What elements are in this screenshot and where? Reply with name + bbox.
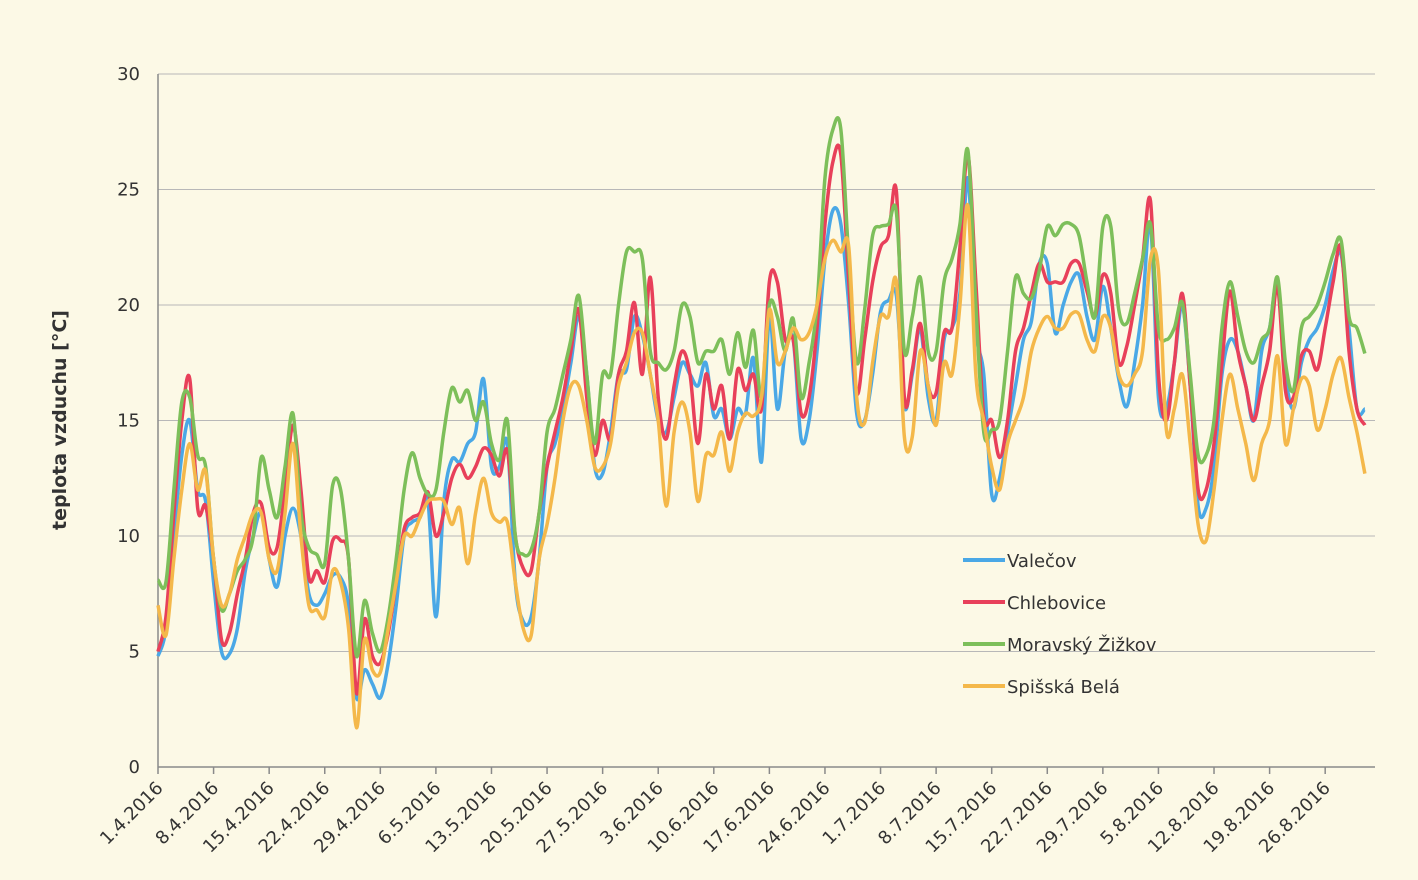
legend-label: Chlebovice — [1007, 593, 1106, 614]
legend-label: Valečov — [1007, 551, 1077, 572]
y-tick-label: 0 — [129, 757, 140, 778]
legend-label: Spišská Belá — [1007, 677, 1120, 698]
y-tick-label: 30 — [117, 64, 140, 85]
y-tick-label: 15 — [117, 411, 140, 432]
y-tick-label: 25 — [117, 180, 140, 201]
y-tick-label: 10 — [117, 526, 140, 547]
series-line — [156, 116, 1367, 658]
series-line — [156, 143, 1367, 696]
series-line — [156, 176, 1367, 702]
legend-label: Moravský Žižkov — [1007, 634, 1157, 656]
y-tick-label: 20 — [117, 295, 140, 316]
series-line — [156, 202, 1367, 730]
y-axis-label: teplota vzduchu [°C] — [49, 310, 71, 530]
y-tick-label: 5 — [129, 642, 140, 663]
